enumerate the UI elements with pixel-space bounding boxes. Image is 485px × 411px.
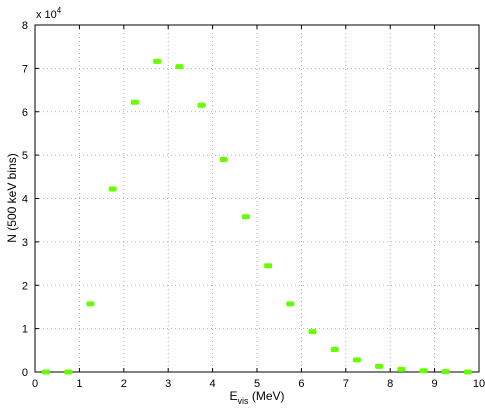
data-point bbox=[219, 156, 228, 162]
y-tick-label: 4 bbox=[22, 194, 28, 206]
data-point bbox=[197, 102, 206, 108]
y-tick-label: 3 bbox=[22, 237, 28, 249]
y-tick-label: 7 bbox=[22, 63, 28, 75]
data-point bbox=[264, 263, 273, 269]
x-tick-label: 7 bbox=[343, 378, 349, 390]
x-tick-label: 5 bbox=[254, 378, 260, 390]
data-points bbox=[42, 58, 472, 375]
data-point bbox=[308, 329, 317, 335]
y-axis-title: N (500 keV bins) bbox=[5, 153, 19, 242]
data-point bbox=[441, 369, 450, 375]
data-point bbox=[175, 64, 184, 70]
x-tick-labels: 0 1 2 3 4 5 6 7 8 9 10 bbox=[32, 378, 485, 390]
x-tick-label: 6 bbox=[298, 378, 304, 390]
y-multiplier: x 104 bbox=[36, 6, 62, 21]
data-point bbox=[86, 301, 95, 307]
x-tick-label: 8 bbox=[387, 378, 393, 390]
data-point bbox=[375, 363, 384, 369]
data-point bbox=[397, 366, 406, 372]
x-tick-label: 4 bbox=[210, 378, 216, 390]
plot-frame bbox=[34, 24, 480, 373]
y-tick-label: 8 bbox=[22, 20, 28, 32]
data-point bbox=[352, 357, 361, 363]
y-tick-labels: 0 1 2 3 4 5 6 7 8 bbox=[22, 20, 28, 379]
data-point bbox=[286, 301, 295, 307]
x-tick-label: 10 bbox=[473, 378, 485, 390]
x-tick-label: 9 bbox=[432, 378, 438, 390]
y-tick-label: 2 bbox=[22, 280, 28, 292]
data-point bbox=[241, 214, 250, 220]
y-tick-label: 1 bbox=[22, 324, 28, 336]
x-tick-label: 1 bbox=[76, 378, 82, 390]
y-tick-label: 6 bbox=[22, 107, 28, 119]
data-point bbox=[330, 346, 339, 352]
data-point bbox=[463, 369, 472, 375]
x-tick-label: 2 bbox=[121, 378, 127, 390]
data-point bbox=[130, 99, 139, 105]
data-point bbox=[153, 58, 162, 64]
x-axis-title: Evis (MeV) bbox=[229, 389, 284, 406]
data-point bbox=[42, 369, 51, 375]
data-point bbox=[108, 186, 117, 192]
x-tick-label: 0 bbox=[32, 378, 38, 390]
x-tick-label: 3 bbox=[165, 378, 171, 390]
data-point bbox=[64, 369, 73, 375]
y-tick-label: 0 bbox=[22, 367, 28, 379]
data-point bbox=[419, 368, 428, 374]
plot-background bbox=[35, 25, 479, 372]
y-tick-label: 5 bbox=[22, 150, 28, 162]
